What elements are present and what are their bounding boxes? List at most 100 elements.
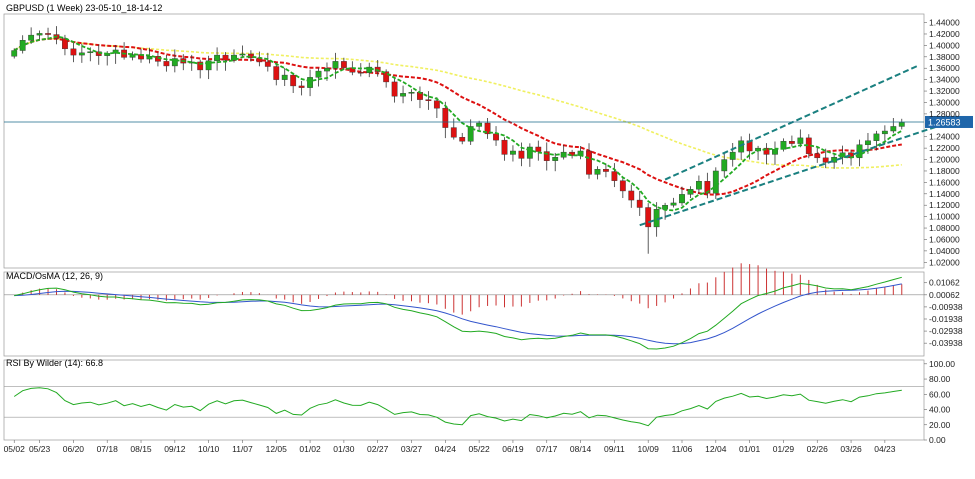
ma-mid-line (13, 37, 902, 196)
candle-body (112, 49, 119, 54)
candle-body (679, 194, 685, 204)
x-tick-label: 02/27 (367, 444, 389, 454)
y-tick-label: 1.04000 (929, 246, 960, 256)
candle-body (391, 81, 398, 97)
candle-body (163, 61, 170, 67)
y-tick-label: 0.00 (929, 435, 946, 445)
panel-frame (3, 359, 925, 441)
y-tick-label: 40.00 (929, 405, 951, 415)
y-tick-label: 1.24000 (929, 132, 960, 142)
candle-body (814, 153, 821, 159)
candle-body (687, 189, 694, 195)
y-tick-label: 1.22000 (929, 143, 960, 153)
candle-body (560, 151, 567, 158)
candle-body (231, 54, 237, 61)
candle-body (400, 93, 406, 97)
x-tick-label: 01/02 (299, 444, 321, 454)
candle-body (340, 61, 347, 68)
y-tick-label: 1.30000 (929, 97, 960, 107)
candle-body (467, 126, 474, 142)
y-tick-label: 1.44000 (929, 18, 960, 28)
candle-body (729, 151, 736, 160)
candle-body (62, 38, 68, 50)
candle-body (484, 122, 491, 135)
x-tick-label: 11/07 (232, 444, 253, 454)
y-tick-label: 1.06000 (929, 234, 960, 244)
candle-body (526, 146, 533, 159)
y-tick-label: -0.00938 (929, 302, 963, 312)
x-tick-label: 05/23 (29, 444, 51, 454)
chart-title: GBPUSD (1 Week) 23-05-10_18-14-12 (6, 3, 162, 13)
channel-upper-line (664, 64, 920, 181)
candle-body (281, 74, 288, 80)
y-tick-label: 1.42000 (929, 29, 960, 39)
candle-body (36, 33, 43, 36)
y-tick-label: 1.08000 (929, 223, 960, 233)
x-tick-label: 08/14 (570, 444, 592, 454)
candle-body (865, 140, 871, 145)
panel-frame (3, 271, 925, 357)
panel-frame (3, 13, 925, 269)
x-tick-label: 06/20 (63, 444, 85, 454)
candle-body (290, 74, 297, 87)
candle-body (383, 71, 390, 83)
candle-body (493, 133, 499, 141)
y-tick-label: 1.40000 (929, 40, 960, 50)
candle-body (239, 53, 246, 56)
y-tick-label: 1.36000 (929, 63, 960, 73)
price-panel (4, 26, 945, 254)
y-tick-label: 1.28000 (929, 109, 960, 119)
candle-body (357, 72, 364, 74)
x-tick-label: 10/09 (638, 444, 660, 454)
y-tick-label: 1.10000 (929, 212, 960, 222)
candle-body (332, 61, 339, 69)
candle-body (619, 180, 626, 192)
x-tick-label: 05/22 (468, 444, 490, 454)
rsi-panel (4, 386, 924, 427)
candle-body (788, 141, 795, 144)
candle-body (586, 150, 592, 175)
candle-body (518, 150, 525, 159)
candle-body (662, 205, 668, 210)
candle-body (535, 146, 542, 152)
candle-body (374, 66, 381, 72)
candle-body (898, 122, 905, 127)
candle-body (721, 159, 728, 172)
x-tick-label: 04/24 (435, 444, 457, 454)
candle-body (603, 169, 609, 172)
y-tick-label: 60.00 (929, 389, 951, 399)
candle-body (881, 130, 888, 135)
candle-body (636, 199, 643, 208)
candle-body (11, 50, 18, 57)
candle-body (628, 190, 635, 201)
candle-body (797, 137, 804, 144)
candle-body (324, 68, 330, 72)
x-tick-label: 10/10 (198, 444, 220, 454)
x-tick-label: 06/19 (502, 444, 524, 454)
candle-body (298, 85, 305, 88)
candle-body (214, 54, 220, 62)
y-tick-label: 100.00 (929, 359, 955, 369)
x-tick-label: 04/23 (874, 444, 896, 454)
x-tick-label: 08/15 (130, 444, 152, 454)
candle-body (45, 33, 51, 35)
x-tick-label: 01/29 (773, 444, 795, 454)
candle-body (510, 150, 516, 155)
candle-body (129, 54, 136, 58)
y-tick-label: 1.02000 (929, 257, 960, 267)
candle-body (712, 170, 719, 194)
x-tick-label: 07/18 (97, 444, 119, 454)
candle-body (264, 61, 271, 67)
candle-body (450, 127, 457, 138)
candle-body (205, 60, 212, 71)
y-tick-label: 1.12000 (929, 200, 960, 210)
candle-body (433, 100, 440, 109)
candle-body (315, 70, 322, 78)
y-tick-label: 0.00062 (929, 290, 960, 300)
candle-body (171, 58, 178, 67)
y-tick-label: 1.34000 (929, 75, 960, 85)
y-tick-label: 1.32000 (929, 86, 960, 96)
candle-body (704, 181, 711, 194)
